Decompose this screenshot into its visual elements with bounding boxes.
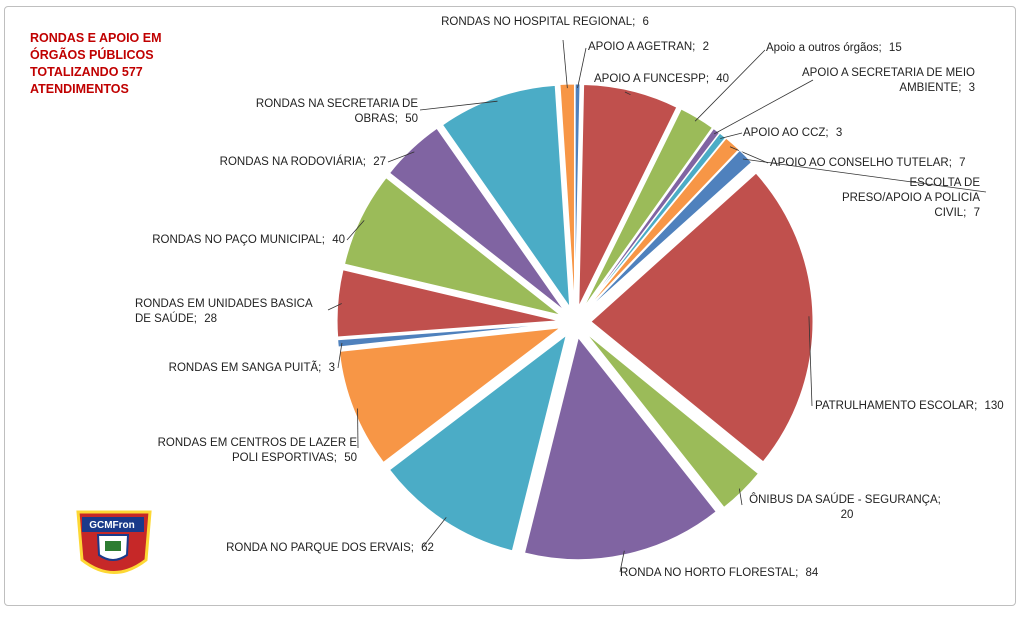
slice-label: PATRULHAMENTO ESCOLAR; 130 <box>815 399 1015 414</box>
pie-slice <box>590 172 814 463</box>
pie-slice <box>336 269 560 338</box>
chart-title: RONDAS E APOIO EM ÓRGÃOS PÚBLICOS TOTALI… <box>30 31 162 96</box>
pie-slice <box>574 83 581 307</box>
leader-line <box>713 79 814 135</box>
leader-line <box>577 47 587 89</box>
slice-value: 40 <box>716 73 730 85</box>
slice-label: RONDA NO PARQUE DOS ERVAIS; 62 <box>220 541 440 556</box>
slice-value: 28 <box>204 313 217 325</box>
leader-line <box>742 158 987 193</box>
slice-value: 2 <box>702 41 709 53</box>
slice-category: RONDAS NA RODOVIÁRIA; <box>219 156 366 168</box>
leader-line <box>562 39 568 89</box>
slice-value: 7 <box>959 157 966 169</box>
slice-label: RONDA NO HORTO FLORESTAL; 84 <box>620 566 820 581</box>
slice-value: 50 <box>344 452 357 464</box>
slice-label: APOIO A AGETRAN; 2 <box>588 40 728 55</box>
pie-slice <box>584 127 721 310</box>
pie-slice <box>343 177 561 316</box>
leader-line <box>337 342 343 369</box>
logo-text: GCMFron <box>89 520 135 531</box>
pie-slice <box>585 137 740 311</box>
slice-label: RONDAS NA RODOVIÁRIA; 27 <box>186 155 386 170</box>
slice-category: RONDAS EM CENTROS DE LAZER E POLI ESPORT… <box>157 437 357 464</box>
slice-label: RONDAS NO PAÇO MUNICIPAL; 40 <box>145 233 345 248</box>
slice-category: RONDA NO PARQUE DOS ERVAIS; <box>226 542 414 554</box>
slice-value: 27 <box>373 156 386 168</box>
slice-label: APOIO AO CONSELHO TUTELAR; 7 <box>770 156 970 171</box>
slice-value: 50 <box>405 113 418 125</box>
leader-line <box>720 132 743 139</box>
leader-line <box>327 303 342 311</box>
slice-category: APOIO AO CCZ; <box>743 127 829 139</box>
leader-line <box>808 316 813 407</box>
slice-value: 15 <box>888 42 902 54</box>
slice-value: 130 <box>984 400 1004 412</box>
slice-label: RONDAS NO HOSPITAL REGIONAL; 6 <box>440 15 650 30</box>
pie-slice <box>523 336 717 561</box>
slice-category: Apoio a outros órgãos; <box>766 42 882 54</box>
slice-value: 84 <box>805 567 819 579</box>
leader-line <box>346 220 365 241</box>
leader-line <box>619 550 625 573</box>
leader-line <box>421 517 447 549</box>
slice-category: RONDAS NA SECRETARIA DE OBRAS; <box>255 98 418 125</box>
slice-label: APOIO AO CCZ; 3 <box>743 126 863 141</box>
leader-line <box>419 100 498 111</box>
slice-category: PATRULHAMENTO ESCOLAR; <box>815 400 978 412</box>
pie-slice <box>582 108 714 309</box>
slice-value: 40 <box>332 234 345 246</box>
slice-label: ÔNIBUS DA SAÚDE - SEGURANÇA; 20 <box>745 493 945 523</box>
slice-category: APOIO A AGETRAN; <box>588 41 696 53</box>
pie-slice <box>441 84 571 309</box>
logo <box>76 510 152 574</box>
slice-category: APOIO AO CONSELHO TUTELAR; <box>770 157 952 169</box>
slice-label: RONDAS EM UNIDADES BASICA DE SAÚDE; 28 <box>135 297 330 327</box>
pie-slice <box>586 149 753 312</box>
leader-line <box>738 488 743 506</box>
slice-category: ESCOLTA DE PRESO/APOIO A POLICIA CIVIL; <box>841 177 980 219</box>
chart-frame <box>4 6 1016 606</box>
slice-category: RONDAS NO HOSPITAL REGIONAL; <box>441 16 636 28</box>
slice-label: RONDAS NA SECRETARIA DE OBRAS; 50 <box>250 97 418 127</box>
slice-value: 62 <box>421 542 434 554</box>
slice-category: RONDAS EM UNIDADES BASICA DE SAÚDE; <box>135 298 313 325</box>
pie-slice <box>578 83 678 307</box>
slice-category: APOIO A FUNCESPP; <box>594 73 710 85</box>
slice-label: RONDAS EM SANGA PUITÃ; 3 <box>140 361 335 376</box>
pie-slice <box>337 322 560 348</box>
leader-line <box>729 146 769 164</box>
slice-label: APOIO A FUNCESPP; 40 <box>594 72 734 87</box>
pie-slice <box>584 132 727 310</box>
slice-value: 7 <box>973 207 980 219</box>
slice-value: 3 <box>328 362 335 374</box>
pie-slice <box>585 333 760 509</box>
slice-label: RONDAS EM CENTROS DE LAZER E POLI ESPORT… <box>155 436 357 466</box>
slice-value: 20 <box>840 509 854 521</box>
slice-label: Apoio a outros órgãos; 15 <box>766 41 926 56</box>
slice-value: 3 <box>835 127 843 139</box>
slice-category: RONDAS NO PAÇO MUNICIPAL; <box>152 234 325 246</box>
slice-value: 6 <box>642 16 649 28</box>
leader-line <box>694 49 766 122</box>
slice-label: APOIO A SECRETARIA DE MEIO AMBIENTE; 3 <box>790 66 975 96</box>
pie-slice <box>388 127 565 311</box>
slice-value: 3 <box>968 82 975 94</box>
slice-category: RONDAS EM SANGA PUITÃ; <box>168 362 322 374</box>
leader-line <box>624 91 631 96</box>
slice-category: APOIO A SECRETARIA DE MEIO AMBIENTE; <box>802 67 975 94</box>
leader-line <box>387 151 415 163</box>
slice-category: ÔNIBUS DA SAÚDE - SEGURANÇA; <box>749 494 941 506</box>
slice-label: ESCOLTA DE PRESO/APOIO A POLICIA CIVIL; … <box>830 176 980 221</box>
slice-category: RONDA NO HORTO FLORESTAL; <box>620 567 799 579</box>
